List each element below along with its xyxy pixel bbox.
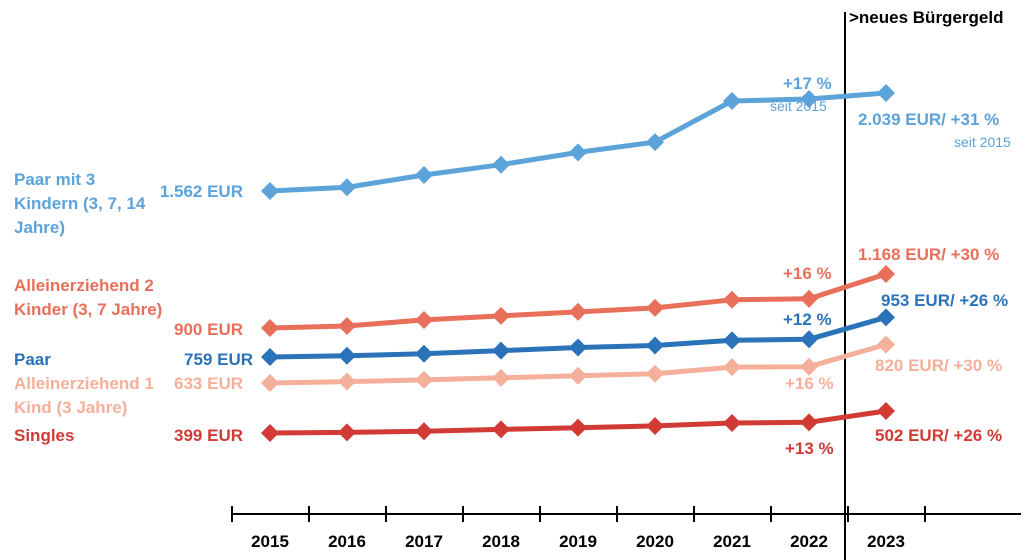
data-point-4-2017 (415, 422, 433, 441)
data-point-1-2021 (723, 290, 741, 309)
data-point-2-2016 (338, 346, 356, 365)
data-point-0-2016 (338, 178, 356, 197)
data-point-1-2016 (338, 316, 356, 335)
data-point-2-2018 (492, 341, 510, 360)
data-point-2-2021 (723, 331, 741, 350)
data-point-1-2022 (800, 289, 818, 308)
x-tick-label-2022: 2022 (790, 532, 828, 551)
data-point-1-2019 (569, 302, 587, 321)
data-point-3-2020 (646, 364, 664, 383)
data-point-0-2020 (646, 133, 664, 152)
data-point-4-2016 (338, 423, 356, 442)
legend-paar3: Paar mit 3 Kindern (3, 7, 14 Jahre) (14, 170, 146, 237)
pct-2022-allein1: +16 % (785, 374, 834, 393)
data-point-4-2018 (492, 420, 510, 439)
legend-allein1: Alleinerziehend 1 Kind (3 Jahre) (14, 374, 154, 417)
data-point-4-2023 (877, 401, 895, 420)
end-label-allein1: 820 EUR/ +30 % (875, 356, 1003, 375)
data-point-0-2019 (569, 143, 587, 162)
start-label-singles: 399 EUR (174, 426, 243, 445)
pct-2022-paar3-sub: seit 2015 (770, 98, 827, 114)
data-point-1-2020 (646, 298, 664, 317)
x-tick-label-2018: 2018 (482, 532, 520, 551)
data-point-2-2022 (800, 330, 818, 349)
pct-2022-paar: +12 % (783, 310, 832, 329)
x-tick-label-2023: 2023 (867, 532, 905, 551)
data-point-3-2018 (492, 368, 510, 387)
x-tick-label-2020: 2020 (636, 532, 674, 551)
data-point-4-2022 (800, 413, 818, 432)
data-point-0-2017 (415, 165, 433, 184)
data-point-3-2017 (415, 370, 433, 389)
data-point-1-2023 (877, 265, 895, 283)
buergergeld-marker-label: >neues Bürgergeld (849, 8, 1004, 27)
end-label-allein2: 1.168 EUR/ +30 % (858, 245, 1000, 264)
data-point-0-2018 (492, 155, 510, 174)
data-point-4-2020 (646, 416, 664, 435)
pct-2022-paar3: +17 % (783, 74, 832, 93)
data-point-2-2020 (646, 336, 664, 355)
legend-allein2: Alleinerziehend 2 Kinder (3, 7 Jahre) (14, 276, 163, 319)
legend-singles: Singles (14, 426, 75, 445)
data-point-1-2017 (415, 310, 433, 329)
x-tick-label-2021: 2021 (713, 532, 751, 551)
data-point-3-2021 (723, 358, 741, 377)
x-tick-label-2019: 2019 (559, 532, 597, 551)
data-point-0-2023 (877, 84, 895, 102)
data-point-2-2017 (415, 344, 433, 363)
end-label-paar3-sub: seit 2015 (954, 134, 1011, 150)
end-label-paar: 953 EUR/ +26 % (881, 291, 1009, 310)
start-label-allein2: 900 EUR (174, 320, 243, 339)
data-point-0-2021 (723, 92, 741, 111)
data-point-3-2022 (800, 357, 818, 376)
x-tick-label-2017: 2017 (405, 532, 443, 551)
x-tick-label-2016: 2016 (328, 532, 366, 551)
data-point-3-2016 (338, 372, 356, 391)
data-point-3-2023 (877, 335, 895, 354)
data-point-1-2018 (492, 306, 510, 325)
data-point-3-2015 (261, 374, 279, 392)
x-tick-label-2015: 2015 (251, 532, 289, 551)
data-point-3-2019 (569, 366, 587, 385)
start-label-paar: 759 EUR (184, 350, 253, 369)
end-label-paar3: 2.039 EUR/ +31 % (858, 110, 1000, 129)
data-point-4-2015 (261, 424, 279, 442)
pct-2022-allein2: +16 % (783, 264, 832, 283)
data-point-2-2019 (569, 338, 587, 357)
end-label-singles: 502 EUR/ +26 % (875, 426, 1003, 445)
start-label-allein1: 633 EUR (174, 374, 243, 393)
data-point-4-2019 (569, 418, 587, 437)
data-point-1-2015 (261, 319, 279, 337)
data-point-2-2023 (877, 308, 895, 327)
legend-paar: Paar (14, 350, 51, 369)
pct-2022-singles: +13 % (785, 439, 834, 458)
data-point-0-2022 (800, 89, 818, 108)
data-point-2-2015 (261, 348, 279, 366)
data-point-0-2015 (261, 182, 279, 200)
data-point-4-2021 (723, 413, 741, 432)
start-label-paar3: 1.562 EUR (159, 182, 243, 201)
